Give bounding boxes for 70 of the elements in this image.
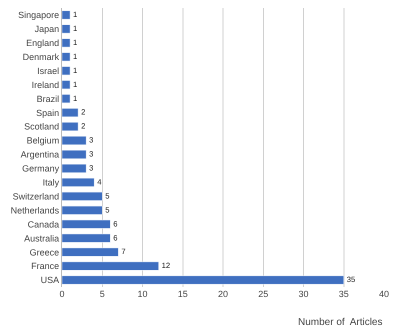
data-label: 2 <box>81 122 86 131</box>
y-tick-label: Ireland <box>32 80 60 90</box>
y-tick-label: Brazil <box>36 94 60 104</box>
y-tick-label: Argentina <box>20 150 60 160</box>
data-label: 5 <box>105 205 110 214</box>
bar <box>62 80 70 90</box>
bar <box>62 150 86 159</box>
data-label: 2 <box>81 108 86 117</box>
x-tick-label: 40 <box>378 289 390 299</box>
bar <box>62 24 70 34</box>
bar <box>62 164 86 173</box>
data-label: 35 <box>346 275 356 284</box>
y-tick-label: Denmark <box>22 52 60 62</box>
y-tick-label: France <box>31 261 60 272</box>
y-tick-label: England <box>26 38 60 48</box>
y-tick-label: Australia <box>24 233 60 244</box>
y-tick-label: Italy <box>42 178 60 188</box>
bar <box>62 136 86 145</box>
x-tick-label: 30 <box>298 289 309 299</box>
x-tick-label: 15 <box>178 289 188 299</box>
data-label: 1 <box>73 52 78 61</box>
bar <box>62 178 94 187</box>
bar <box>62 122 78 132</box>
data-label: 7 <box>121 247 126 256</box>
y-tick-label: Switzerland <box>12 191 60 202</box>
bar <box>62 38 70 48</box>
y-tick-label: Belgium <box>26 136 60 146</box>
data-label: 4 <box>97 177 102 186</box>
y-tick-label: Netherlands <box>10 205 60 216</box>
data-label: 3 <box>89 136 94 145</box>
data-label: 3 <box>89 164 94 173</box>
bar <box>62 206 102 215</box>
x-tick-label: 0 <box>59 289 65 299</box>
data-label: 1 <box>73 24 78 34</box>
bar <box>62 262 159 271</box>
x-tick-label: 20 <box>218 289 228 299</box>
x-tick-label: 25 <box>258 289 268 299</box>
y-tick-label: Canada <box>28 219 60 230</box>
y-tick-label: Germany <box>22 164 60 174</box>
data-label: 6 <box>113 219 118 228</box>
bar <box>62 66 70 76</box>
data-label: 1 <box>73 10 78 20</box>
bar <box>62 10 70 20</box>
data-label: 1 <box>73 38 78 47</box>
bar <box>62 192 102 201</box>
bar <box>62 220 111 229</box>
bar <box>62 108 78 118</box>
y-tick-label: Japan <box>34 24 60 34</box>
data-label: 1 <box>73 66 78 75</box>
bar <box>62 248 119 257</box>
y-tick-label: Israel <box>37 66 60 76</box>
data-label: 6 <box>113 233 118 242</box>
y-tick-label: Scotland <box>24 122 60 132</box>
x-tick-label: 35 <box>338 289 349 299</box>
data-label: 3 <box>89 150 94 159</box>
y-tick-label: Greece <box>30 247 60 258</box>
data-label: 5 <box>105 191 110 200</box>
x-axis-title: Number of Articles <box>298 317 382 328</box>
x-tick-label: 5 <box>100 289 105 299</box>
bar <box>62 276 344 284</box>
y-tick-label: Spain <box>36 108 60 118</box>
x-tick-label: 10 <box>137 289 148 299</box>
data-label: 1 <box>73 80 78 89</box>
bar <box>62 94 70 104</box>
data-label: 1 <box>73 94 78 103</box>
bar <box>62 52 70 62</box>
data-label: 12 <box>162 261 170 270</box>
bar <box>62 234 111 243</box>
y-tick-label: Singapore <box>18 10 60 20</box>
y-tick-label: USA <box>40 275 60 286</box>
